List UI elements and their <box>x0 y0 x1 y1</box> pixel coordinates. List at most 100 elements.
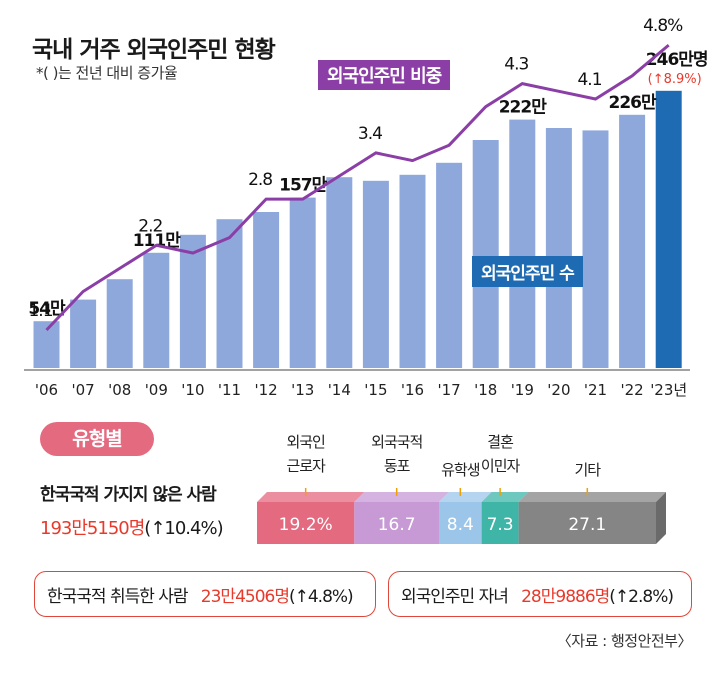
type-name-2: 유학생 <box>441 461 480 479</box>
bar-3 <box>143 252 170 368</box>
type-name-0: 외국인 <box>286 433 325 451</box>
type-name2-0: 근로자 <box>286 457 326 475</box>
type-name-3: 결혼 <box>487 433 513 451</box>
bar-14 <box>545 128 572 368</box>
count-legend: 외국인주민 수 <box>472 256 583 287</box>
non-national-count: 193만5150명 <box>40 518 145 539</box>
ratio-label-3: 2.2 <box>138 216 162 236</box>
x-tick-4: '10 <box>181 381 204 399</box>
bar-15 <box>582 130 609 368</box>
x-tick-8: '14 <box>328 381 351 399</box>
bar-8 <box>326 177 353 368</box>
type-value-1: 16.7 <box>378 515 416 535</box>
non-national-rate: (↑10.4%) <box>144 518 223 539</box>
x-tick-7: '13 <box>291 381 314 399</box>
bar-labels: 54만 111만 157만 222만 226만 246만명 (↑8.9%) <box>28 50 708 319</box>
naturalized-rate: (↑4.8%) <box>288 587 354 607</box>
x-tick-0: '06 <box>35 381 58 399</box>
ratio-line <box>45 43 670 332</box>
x-tick-16: '22 <box>620 381 643 399</box>
bar-12 <box>472 140 499 368</box>
non-national-value: 193만5150명(↑10.4%) <box>40 514 224 540</box>
naturalized-box: 한국국적 취득한 사람 23만4506명(↑4.8%) <box>34 571 376 617</box>
type-pill: 유형별 <box>40 422 154 456</box>
non-national-label: 한국국적 가지지 않은 사람 <box>40 485 217 505</box>
x-tick-6: '12 <box>254 381 277 399</box>
ratio-legend: 외국인주민 비중 <box>318 60 451 90</box>
type-value-4: 27.1 <box>568 515 606 535</box>
x-tick-10: '16 <box>401 381 424 399</box>
type-seg-side <box>656 492 666 544</box>
type-seg-top-3 <box>481 492 529 502</box>
type-seg-4 <box>518 502 656 544</box>
bar-9 <box>362 180 389 368</box>
bar-13 <box>509 119 536 368</box>
bar-7 <box>289 197 316 368</box>
children-count: 28만9886명 <box>521 587 610 607</box>
x-tick-14: '20 <box>547 381 570 399</box>
x-tick-1: '07 <box>71 381 94 399</box>
type-name2-3: 이민자 <box>481 457 521 475</box>
rate-note: *( )는 전년 대비 증가율 <box>36 64 178 82</box>
ratio-label-0: 1.1 <box>28 301 52 321</box>
bar-2 <box>106 279 133 368</box>
type-value-3: 7.3 <box>487 515 514 535</box>
x-tick-2: '08 <box>108 381 131 399</box>
type-seg-top-2 <box>439 492 492 502</box>
bar-label-sub: (↑8.9%) <box>648 72 702 87</box>
ratio-label-9: 3.4 <box>358 124 382 144</box>
type-seg-top-0 <box>257 492 365 502</box>
bar-10 <box>399 174 426 368</box>
type-name-4: 기타 <box>574 461 601 479</box>
bar-17 <box>655 90 682 369</box>
type-seg-top-1 <box>354 492 450 502</box>
bar-label-17: 246만명 <box>646 50 708 70</box>
type-value-0: 19.2% <box>279 515 333 535</box>
naturalized-text: 한국국적 취득한 사람 23만4506명(↑4.8%) <box>47 582 354 607</box>
bar-6 <box>253 212 280 368</box>
ratio-label-13: 4.3 <box>504 55 528 75</box>
naturalized-count: 23만4506명 <box>200 587 290 607</box>
bar-4 <box>179 234 206 368</box>
bar-series <box>33 90 682 369</box>
type-name2-1: 동포 <box>384 457 411 475</box>
naturalized-label: 한국국적 취득한 사람 <box>47 587 189 607</box>
bar-label-13: 222만 <box>499 98 547 118</box>
ratio-labels: 1.1 2.2 2.8 3.4 4.3 4.1 4.8% <box>28 16 684 321</box>
type-seg-0 <box>257 502 355 544</box>
chart-title: 국내 거주 외국인주민 현황 <box>32 37 276 63</box>
source-note: 〈자료 : 행정안전부〉 <box>556 632 693 650</box>
bar-label-16: 226만 <box>609 93 657 113</box>
type-value-2: 8.4 <box>447 515 474 535</box>
type-seg-2 <box>439 502 482 544</box>
x-tick-17: '23년 <box>650 381 687 399</box>
type-seg-top-4 <box>518 492 666 502</box>
x-tick-3: '09 <box>145 381 168 399</box>
x-tick-11: '17 <box>437 381 460 399</box>
x-tick-5: '11 <box>218 381 241 399</box>
type-seg-1 <box>354 502 440 544</box>
ratio-label-15: 4.1 <box>577 70 601 90</box>
x-tick-12: '18 <box>474 381 497 399</box>
bar-label-3: 111만 <box>133 231 181 251</box>
type-name-1: 외국국적 <box>371 433 422 451</box>
bar-label-7: 157만 <box>279 176 327 196</box>
bar-16 <box>619 114 646 368</box>
bar-label-0: 54만 <box>28 299 66 319</box>
children-rate: (↑2.8%) <box>609 587 674 607</box>
x-tick-13: '19 <box>511 381 534 399</box>
ratio-label-6: 2.8 <box>248 170 272 190</box>
bar-11 <box>436 162 463 368</box>
children-box: 외국인주민 자녀 28만9886명(↑2.8%) <box>388 571 692 617</box>
x-tick-labels: '06 '07 '08 '09 '10 '11 '12 '13 '14 '15 '16 '17 '18 '… <box>35 381 687 399</box>
x-tick-15: '21 <box>584 381 607 399</box>
x-tick-9: '15 <box>364 381 387 399</box>
ratio-label-17: 4.8% <box>643 16 683 36</box>
children-label: 외국인주민 자녀 <box>401 587 509 607</box>
type-seg-3 <box>481 502 519 544</box>
bar-5 <box>216 219 243 368</box>
bar-1 <box>70 299 97 368</box>
children-text: 외국인주민 자녀 28만9886명(↑2.8%) <box>401 582 674 607</box>
